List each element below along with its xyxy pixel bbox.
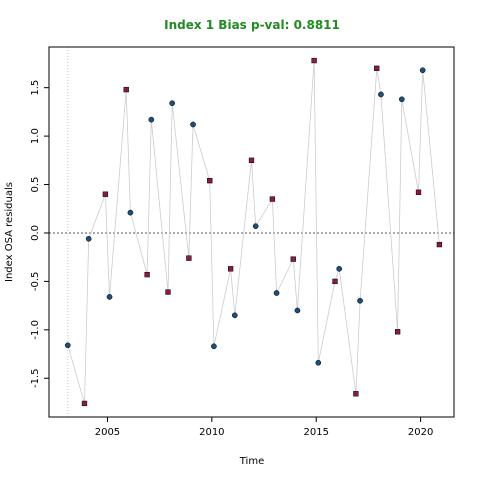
data-point — [123, 86, 129, 93]
x-tick-label: 2010 — [199, 427, 224, 438]
data-point — [415, 189, 422, 195]
x-tick-label: 2020 — [408, 427, 433, 438]
data-point — [211, 343, 217, 350]
x-tick-label: 2005 — [95, 427, 120, 438]
data-point — [436, 241, 443, 248]
data-point — [231, 312, 238, 319]
data-point — [248, 157, 255, 163]
data-point — [165, 289, 171, 295]
data-point — [394, 329, 401, 335]
data-point — [207, 178, 213, 184]
data-point — [190, 121, 196, 128]
data-point — [374, 65, 380, 71]
data-point — [102, 191, 109, 197]
x-axis: 2005 2010 2015 2020 — [95, 417, 433, 438]
data-point — [398, 96, 405, 103]
y-tick-label: -1.0 — [30, 320, 41, 340]
data-point — [186, 255, 192, 261]
reference-lines — [49, 47, 454, 417]
data-point — [315, 359, 322, 366]
chart-title: Index 1 Bias p-val: 0.8811 — [164, 18, 340, 32]
data-point — [332, 278, 338, 285]
x-tick-label: 2015 — [303, 427, 328, 438]
data-point — [269, 196, 276, 202]
data-point — [252, 223, 259, 230]
data-point — [311, 57, 317, 64]
data-point — [144, 271, 150, 278]
y-tick-label: 1.5 — [30, 80, 41, 96]
y-axis-label: Index OSA residuals — [4, 182, 15, 282]
data-point — [336, 265, 343, 272]
data-point — [127, 209, 134, 216]
data-point — [290, 256, 296, 262]
data-point — [85, 235, 92, 242]
y-tick-label: 0.0 — [30, 225, 41, 241]
data-point — [169, 100, 176, 107]
data-point — [227, 266, 234, 272]
data-point — [419, 67, 426, 74]
x-axis-label: Time — [239, 456, 264, 467]
connector-polyline — [67, 60, 440, 404]
y-tick-label: 1.0 — [30, 128, 41, 144]
data-point — [357, 297, 363, 304]
data-point — [106, 294, 113, 300]
data-point — [81, 400, 88, 407]
data-point — [148, 116, 155, 123]
data-point — [273, 290, 280, 296]
residual-points — [64, 57, 443, 407]
residual-connector-line — [67, 60, 440, 404]
data-point — [64, 342, 71, 349]
data-point — [353, 391, 359, 397]
data-point — [294, 307, 301, 314]
y-tick-label: 0.5 — [30, 177, 41, 193]
y-axis: -1.5 -1.0 -0.5 0.0 0.5 1.0 1.5 — [30, 80, 49, 388]
y-tick-label: -1.5 — [30, 368, 41, 388]
y-tick-label: -0.5 — [30, 272, 41, 292]
plot-frame — [48, 46, 455, 418]
data-point — [378, 91, 384, 98]
